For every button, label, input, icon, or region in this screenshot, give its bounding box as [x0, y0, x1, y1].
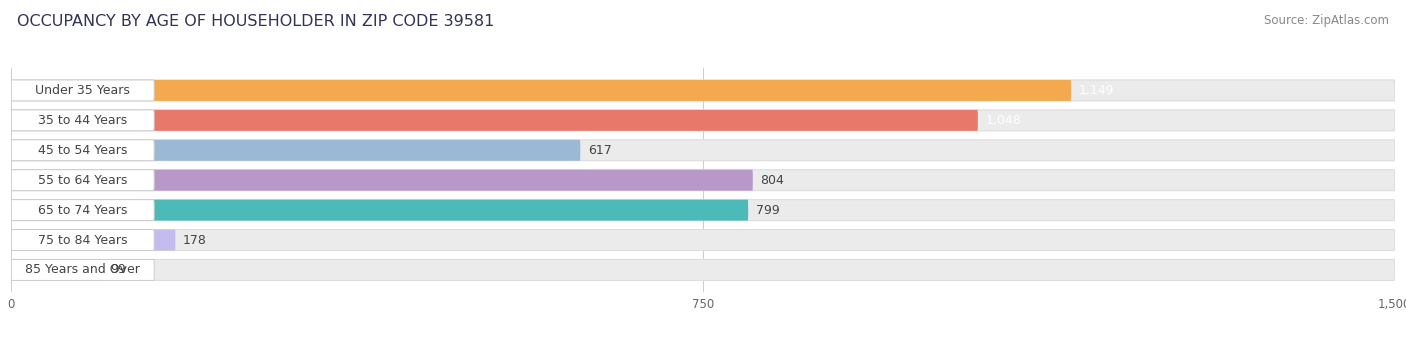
Text: Source: ZipAtlas.com: Source: ZipAtlas.com — [1264, 14, 1389, 27]
Text: 55 to 64 Years: 55 to 64 Years — [38, 174, 128, 187]
FancyBboxPatch shape — [11, 170, 155, 191]
Text: 99: 99 — [110, 264, 125, 276]
FancyBboxPatch shape — [11, 140, 155, 161]
Text: 1,149: 1,149 — [1078, 84, 1114, 97]
FancyBboxPatch shape — [11, 259, 155, 280]
Text: 799: 799 — [755, 204, 779, 217]
FancyBboxPatch shape — [11, 170, 1395, 191]
FancyBboxPatch shape — [11, 110, 1395, 131]
FancyBboxPatch shape — [11, 200, 155, 221]
FancyBboxPatch shape — [11, 200, 748, 221]
FancyBboxPatch shape — [11, 259, 103, 280]
FancyBboxPatch shape — [11, 230, 1395, 251]
Text: 178: 178 — [183, 234, 207, 246]
Text: 1,048: 1,048 — [986, 114, 1021, 127]
FancyBboxPatch shape — [11, 80, 1395, 101]
FancyBboxPatch shape — [11, 110, 977, 131]
FancyBboxPatch shape — [11, 140, 581, 161]
FancyBboxPatch shape — [11, 200, 1395, 221]
Text: 45 to 54 Years: 45 to 54 Years — [38, 144, 128, 157]
Text: Under 35 Years: Under 35 Years — [35, 84, 131, 97]
Text: 617: 617 — [588, 144, 612, 157]
FancyBboxPatch shape — [11, 230, 176, 251]
FancyBboxPatch shape — [11, 170, 752, 191]
FancyBboxPatch shape — [11, 80, 155, 101]
FancyBboxPatch shape — [11, 230, 155, 251]
Text: 75 to 84 Years: 75 to 84 Years — [38, 234, 128, 246]
Text: OCCUPANCY BY AGE OF HOUSEHOLDER IN ZIP CODE 39581: OCCUPANCY BY AGE OF HOUSEHOLDER IN ZIP C… — [17, 14, 495, 29]
FancyBboxPatch shape — [11, 259, 1395, 280]
Text: 85 Years and Over: 85 Years and Over — [25, 264, 141, 276]
Text: 804: 804 — [761, 174, 785, 187]
FancyBboxPatch shape — [11, 140, 1395, 161]
FancyBboxPatch shape — [11, 110, 155, 131]
Text: 35 to 44 Years: 35 to 44 Years — [38, 114, 128, 127]
FancyBboxPatch shape — [11, 80, 1071, 101]
Text: 65 to 74 Years: 65 to 74 Years — [38, 204, 128, 217]
